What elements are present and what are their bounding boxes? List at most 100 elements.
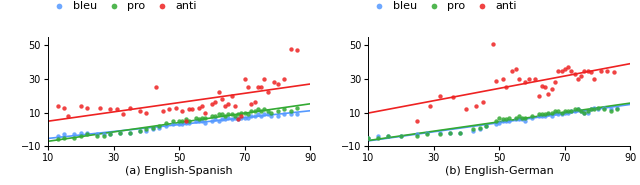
bleu: [246, 115, 257, 117]
anti: [550, 81, 560, 84]
anti: [524, 78, 534, 80]
pro: [154, 125, 164, 127]
anti: [95, 106, 106, 109]
bleu: [497, 120, 508, 122]
bleu: [168, 123, 178, 126]
anti: [223, 103, 234, 106]
bleu: [184, 121, 194, 124]
pro: [60, 136, 70, 139]
anti: [213, 91, 223, 94]
bleu: [396, 135, 406, 138]
pro: [148, 126, 158, 129]
bleu: [474, 128, 484, 131]
bleu: [547, 115, 557, 117]
pro: [82, 133, 92, 136]
pro: [573, 108, 583, 111]
anti: [530, 78, 540, 80]
bleu: [285, 113, 296, 116]
pro: [125, 131, 135, 134]
pro: [550, 109, 560, 112]
anti: [573, 78, 583, 80]
anti: [556, 69, 566, 72]
bleu: [468, 130, 478, 132]
anti: [239, 78, 250, 80]
pro: [266, 111, 276, 114]
bleu: [239, 116, 250, 119]
bleu: [593, 108, 603, 111]
pro: [250, 109, 260, 112]
pro: [514, 115, 524, 117]
anti: [285, 47, 296, 50]
anti: [448, 96, 458, 99]
pro: [560, 109, 570, 112]
pro: [534, 113, 544, 116]
pro: [579, 111, 589, 114]
anti: [157, 109, 168, 112]
anti: [534, 94, 544, 97]
anti: [118, 113, 129, 116]
pro: [582, 109, 593, 112]
bleu: [259, 113, 269, 116]
bleu: [605, 108, 616, 111]
bleu: [194, 120, 204, 122]
pro: [200, 116, 211, 119]
anti: [134, 109, 145, 112]
pro: [511, 116, 521, 119]
anti: [207, 103, 217, 106]
pro: [220, 115, 230, 117]
pro: [115, 131, 125, 134]
pro: [576, 109, 586, 112]
pro: [76, 135, 86, 138]
pro: [491, 120, 501, 122]
pro: [589, 108, 600, 111]
pro: [184, 120, 194, 122]
anti: [227, 94, 237, 97]
anti: [576, 74, 586, 77]
bleu: [422, 131, 432, 134]
pro: [52, 138, 63, 141]
pro: [468, 128, 478, 131]
pro: [517, 116, 527, 119]
pro: [383, 135, 393, 138]
anti: [596, 69, 606, 72]
pro: [197, 116, 207, 119]
bleu: [161, 125, 171, 127]
bleu: [191, 120, 201, 122]
pro: [177, 120, 188, 122]
bleu: [105, 133, 115, 136]
bleu: [586, 108, 596, 111]
bleu: [134, 130, 145, 132]
anti: [589, 78, 600, 80]
pro: [273, 109, 283, 112]
bleu: [154, 126, 164, 129]
bleu: [514, 118, 524, 121]
bleu: [60, 133, 70, 136]
pro: [372, 136, 383, 139]
anti: [570, 73, 580, 75]
anti: [547, 88, 557, 90]
pro: [612, 108, 623, 111]
pro: [134, 130, 145, 132]
anti: [200, 111, 211, 114]
anti: [76, 104, 86, 107]
bleu: [207, 120, 217, 122]
pro: [194, 118, 204, 121]
anti: [259, 78, 269, 80]
pro: [161, 121, 171, 124]
bleu: [582, 111, 593, 114]
anti: [609, 71, 619, 74]
anti: [500, 86, 511, 89]
bleu: [273, 115, 283, 117]
Legend: bleu, pro, anti: bleu, pro, anti: [48, 1, 196, 11]
anti: [246, 103, 257, 106]
bleu: [560, 111, 570, 114]
bleu: [520, 120, 531, 122]
bleu: [563, 111, 573, 114]
anti: [412, 120, 422, 122]
Legend: bleu, pro, anti: bleu, pro, anti: [369, 1, 516, 11]
pro: [396, 135, 406, 138]
anti: [197, 104, 207, 107]
bleu: [200, 121, 211, 124]
bleu: [213, 120, 223, 122]
pro: [543, 111, 554, 114]
